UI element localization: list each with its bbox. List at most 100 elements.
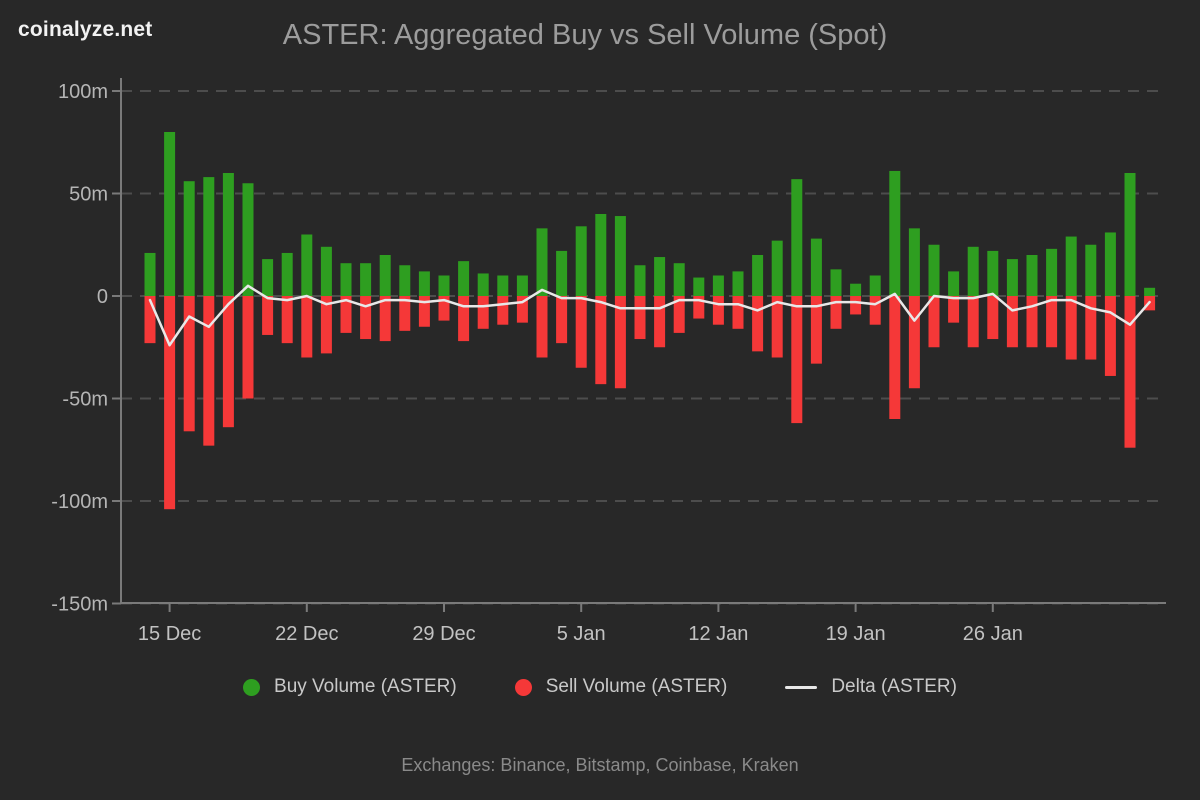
buy-volume-bar[interactable] [458, 261, 470, 296]
sell-volume-bar[interactable] [340, 296, 352, 333]
buy-sell-volume-chart[interactable]: 100m 50m 0 -50m -100m -150m 15 Dec 22 Dec 29 Dec… [0, 0, 1200, 660]
sell-volume-bar[interactable] [987, 296, 999, 340]
sell-volume-bar[interactable] [516, 296, 528, 323]
buy-volume-bar[interactable] [693, 277, 705, 296]
sell-volume-bar[interactable] [928, 296, 940, 348]
buy-volume-bar[interactable] [281, 252, 293, 296]
sell-volume-bar[interactable] [556, 296, 568, 344]
buy-volume-bar[interactable] [948, 271, 960, 296]
sell-volume-bar[interactable] [320, 296, 332, 354]
sell-volume-bar[interactable] [595, 296, 607, 385]
buy-volume-bar[interactable] [1124, 173, 1136, 296]
sell-volume-bar[interactable] [830, 296, 842, 329]
sell-volume-bar[interactable] [144, 296, 156, 344]
buy-volume-bar[interactable] [752, 255, 764, 296]
legend-item-buy-volume[interactable]: Buy Volume (ASTER) [243, 676, 457, 698]
buy-volume-bar[interactable] [516, 275, 528, 297]
buy-volume-bar[interactable] [379, 255, 391, 296]
buy-volume-bar[interactable] [360, 263, 372, 296]
sell-volume-bar[interactable] [889, 296, 901, 419]
buy-volume-bar[interactable] [928, 244, 940, 296]
buy-volume-bar[interactable] [1006, 259, 1018, 296]
buy-volume-bar[interactable] [791, 179, 803, 296]
sell-volume-bar[interactable] [869, 296, 881, 325]
sell-volume-bar[interactable] [1026, 296, 1038, 348]
buy-volume-bar[interactable] [712, 275, 724, 297]
buy-volume-bar[interactable] [477, 273, 489, 296]
buy-volume-bar[interactable] [575, 226, 587, 296]
buy-volume-bar[interactable] [614, 216, 626, 296]
buy-volume-bar[interactable] [556, 250, 568, 296]
sell-volume-bar[interactable] [948, 296, 960, 323]
buy-volume-bar[interactable] [869, 275, 881, 297]
sell-volume-bar[interactable] [1085, 296, 1097, 360]
buy-volume-bar[interactable] [987, 250, 999, 296]
sell-volume-bar[interactable] [1046, 296, 1058, 348]
sell-volume-bar[interactable] [536, 296, 548, 358]
sell-volume-bar[interactable] [399, 296, 411, 331]
sell-volume-bar[interactable] [203, 296, 215, 446]
buy-volume-bar[interactable] [399, 265, 411, 296]
buy-volume-bar[interactable] [497, 275, 509, 297]
sell-volume-bar[interactable] [1006, 296, 1018, 348]
buy-volume-bar[interactable] [536, 228, 548, 296]
legend-item-sell-volume[interactable]: Sell Volume (ASTER) [514, 676, 727, 698]
sell-volume-bar[interactable] [693, 296, 705, 319]
buy-volume-bar[interactable] [340, 263, 352, 296]
buy-volume-bar[interactable] [1065, 236, 1077, 296]
sell-volume-bar[interactable] [614, 296, 626, 389]
buy-volume-bar[interactable] [1104, 232, 1116, 296]
buy-volume-bar[interactable] [1144, 287, 1156, 296]
buy-volume-bar[interactable] [732, 271, 744, 296]
sell-volume-bar[interactable] [850, 296, 862, 315]
sell-volume-bar[interactable] [477, 296, 489, 329]
buy-volume-bar[interactable] [418, 271, 430, 296]
buy-volume-bar[interactable] [242, 183, 254, 296]
buy-volume-bar[interactable] [810, 238, 822, 296]
buy-volume-bar[interactable] [654, 257, 666, 296]
buy-volume-bar[interactable] [830, 269, 842, 296]
sell-volume-bar[interactable] [497, 296, 509, 325]
sell-volume-bar[interactable] [810, 296, 822, 364]
buy-volume-bar[interactable] [203, 177, 215, 296]
sell-volume-bar[interactable] [771, 296, 783, 358]
sell-volume-bar[interactable] [575, 296, 587, 368]
sell-volume-bar[interactable] [752, 296, 764, 352]
sell-volume-bar[interactable] [791, 296, 803, 424]
sell-volume-bar[interactable] [242, 296, 254, 399]
buy-volume-bar[interactable] [262, 259, 274, 296]
sell-volume-bar[interactable] [1124, 296, 1136, 448]
sell-volume-bar[interactable] [360, 296, 372, 340]
buy-volume-bar[interactable] [673, 263, 685, 296]
sell-volume-bar[interactable] [634, 296, 646, 340]
buy-volume-bar[interactable] [771, 240, 783, 296]
sell-volume-bar[interactable] [418, 296, 430, 327]
sell-volume-bar[interactable] [967, 296, 979, 348]
sell-volume-bar[interactable] [379, 296, 391, 342]
legend-item-delta[interactable]: Delta (ASTER) [785, 676, 957, 698]
buy-volume-bar[interactable] [908, 228, 920, 296]
buy-volume-bar[interactable] [222, 173, 234, 296]
buy-volume-bar[interactable] [595, 214, 607, 296]
coinalyze-logo[interactable]: coinalyze.net [18, 18, 153, 41]
buy-volume-bar[interactable] [1026, 255, 1038, 296]
buy-volume-bar[interactable] [438, 275, 450, 297]
buy-volume-bar[interactable] [889, 170, 901, 296]
sell-volume-bar[interactable] [301, 296, 313, 358]
buy-volume-bar[interactable] [301, 234, 313, 297]
sell-volume-bar[interactable] [908, 296, 920, 389]
buy-volume-bar[interactable] [634, 265, 646, 296]
sell-volume-bar[interactable] [654, 296, 666, 348]
buy-volume-bar[interactable] [183, 181, 195, 296]
sell-volume-bar[interactable] [732, 296, 744, 329]
sell-volume-bar[interactable] [164, 296, 176, 510]
sell-volume-bar[interactable] [183, 296, 195, 432]
sell-volume-bar[interactable] [1065, 296, 1077, 360]
sell-volume-bar[interactable] [281, 296, 293, 344]
sell-volume-bar[interactable] [262, 296, 274, 335]
buy-volume-bar[interactable] [164, 132, 176, 296]
buy-volume-bar[interactable] [320, 246, 332, 296]
buy-volume-bar[interactable] [850, 283, 862, 296]
sell-volume-bar[interactable] [438, 296, 450, 321]
sell-volume-bar[interactable] [222, 296, 234, 428]
